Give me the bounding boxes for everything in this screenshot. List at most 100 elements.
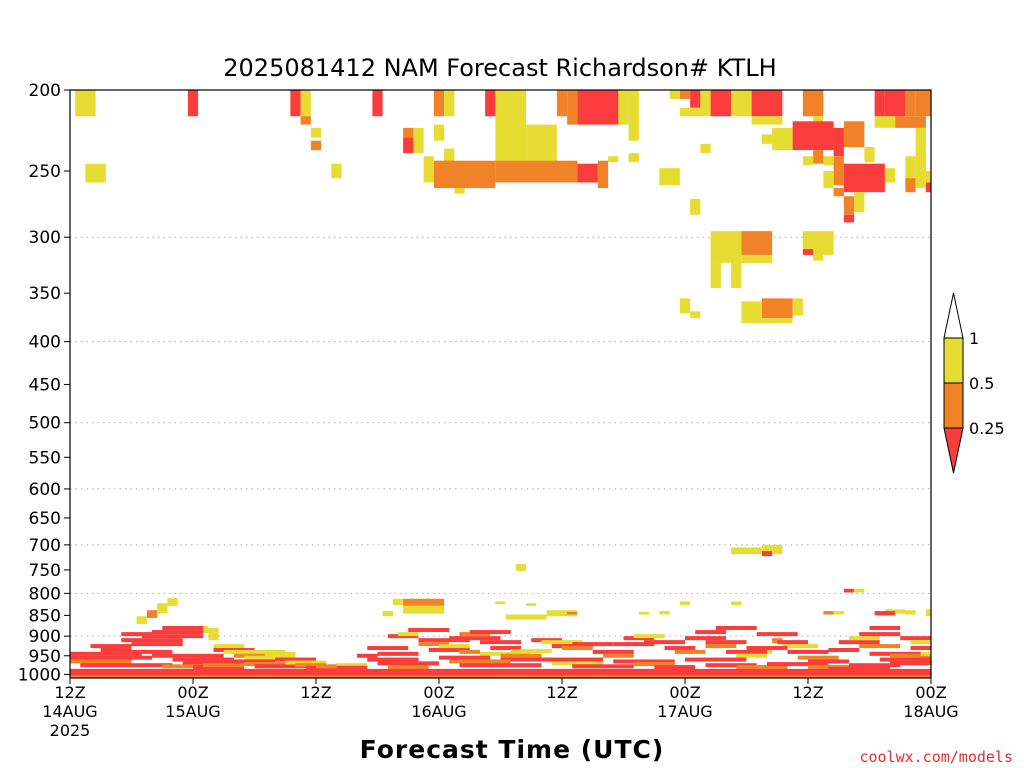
ri-cell [813,116,824,125]
ri-streak [295,663,327,668]
ri-cell [925,171,931,183]
ri-cell [741,231,773,255]
ri-streak [377,651,419,656]
y-tick-label: 300 [29,228,61,248]
ri-cell [843,214,855,223]
ri-cell [628,153,639,163]
ri-streak [152,653,224,658]
ri-cell [310,140,322,151]
ri-streak [439,655,491,660]
y-tick-label: 250 [29,162,61,182]
x-tick-label: 12Z [54,683,85,702]
ri-streak [377,661,439,666]
x-tick-label: 00Z [177,683,208,702]
ri-streak [736,665,788,670]
y-tick-label: 550 [29,448,61,468]
ri-streak [367,657,419,662]
ri-streak [387,634,419,639]
ri-cell [813,150,824,164]
ri-cell [372,90,383,117]
ri-streak [244,662,306,667]
ri-cell [802,249,814,255]
ri-cell [751,90,783,117]
ri-cell [690,198,701,215]
ri-streak [890,653,931,658]
ri-cell [157,603,168,614]
ri-cell [495,160,578,183]
y-tick-label: 650 [29,509,61,529]
ri-cell [843,163,885,193]
ri-cell [925,609,931,617]
ri-streak [459,663,542,668]
x-tick-label: 14AUG [42,702,97,721]
ri-streak [623,636,655,641]
ri-cell [772,544,783,555]
ri-streak [152,630,204,635]
y-tick-label: 500 [29,414,61,434]
ri-streak [849,663,901,668]
ri-cell [690,311,701,319]
ri-streak [633,634,665,639]
ri-streak [162,664,214,669]
ri-cell [843,196,855,215]
ri-cell [864,147,875,163]
ri-streak [264,651,296,656]
y-tick-label: 750 [29,561,61,581]
ri-streak [849,636,880,641]
legend-label: 0.25 [969,419,1005,438]
y-tick-label: 400 [29,333,61,353]
ri-cell [772,127,793,151]
ri-cell [75,90,96,117]
ri-streak [562,646,593,651]
ri-cell [208,627,219,641]
ri-streak [408,628,450,633]
ri-cell [884,168,896,183]
ri-cell [761,551,773,557]
x-tick-label: 00Z [915,683,946,702]
x-tick-label: 00Z [423,683,454,702]
ri-cell [423,156,434,183]
ri-cell [454,188,465,194]
ri-streak [890,661,931,666]
ri-streak [654,665,696,670]
ri-streak [418,638,470,643]
ri-cell [577,90,619,125]
ri-streak [869,625,901,630]
ri-streak [910,646,931,651]
ri-streak [213,644,245,649]
ri-cell [444,148,455,164]
ri-streak [244,655,296,660]
ri-streak [131,649,173,654]
y-tick-label: 600 [29,480,61,500]
y-tick-label: 700 [29,536,61,556]
ri-streak [715,625,757,630]
ri-streak [162,625,204,630]
ri-cell [577,163,598,183]
ri-cell [731,547,762,555]
ri-streak [70,655,152,660]
ri-streak [449,659,511,664]
x-tick-label: 2025 [50,721,91,740]
ri-cell [495,90,527,172]
ri-cell [792,298,803,316]
ri-cell [925,182,931,193]
ri-streak [551,661,603,666]
legend-swatch-red [943,427,964,474]
ri-cell [761,298,793,319]
ri-cell [679,107,701,117]
x-axis-label: Forecast Time (UTC) [360,735,665,764]
ri-cell [823,171,834,189]
ri-streak [387,665,429,670]
ri-streak [838,640,880,645]
ri-cell [495,601,506,605]
ri-streak [223,659,275,664]
ri-streak [541,640,583,645]
ri-cell [85,163,106,183]
y-tick-label: 350 [29,284,61,304]
ri-cell [874,90,885,117]
ri-cell [679,90,691,99]
ri-streak [418,642,450,647]
ri-cell [403,605,445,614]
ri-cell [310,127,322,138]
